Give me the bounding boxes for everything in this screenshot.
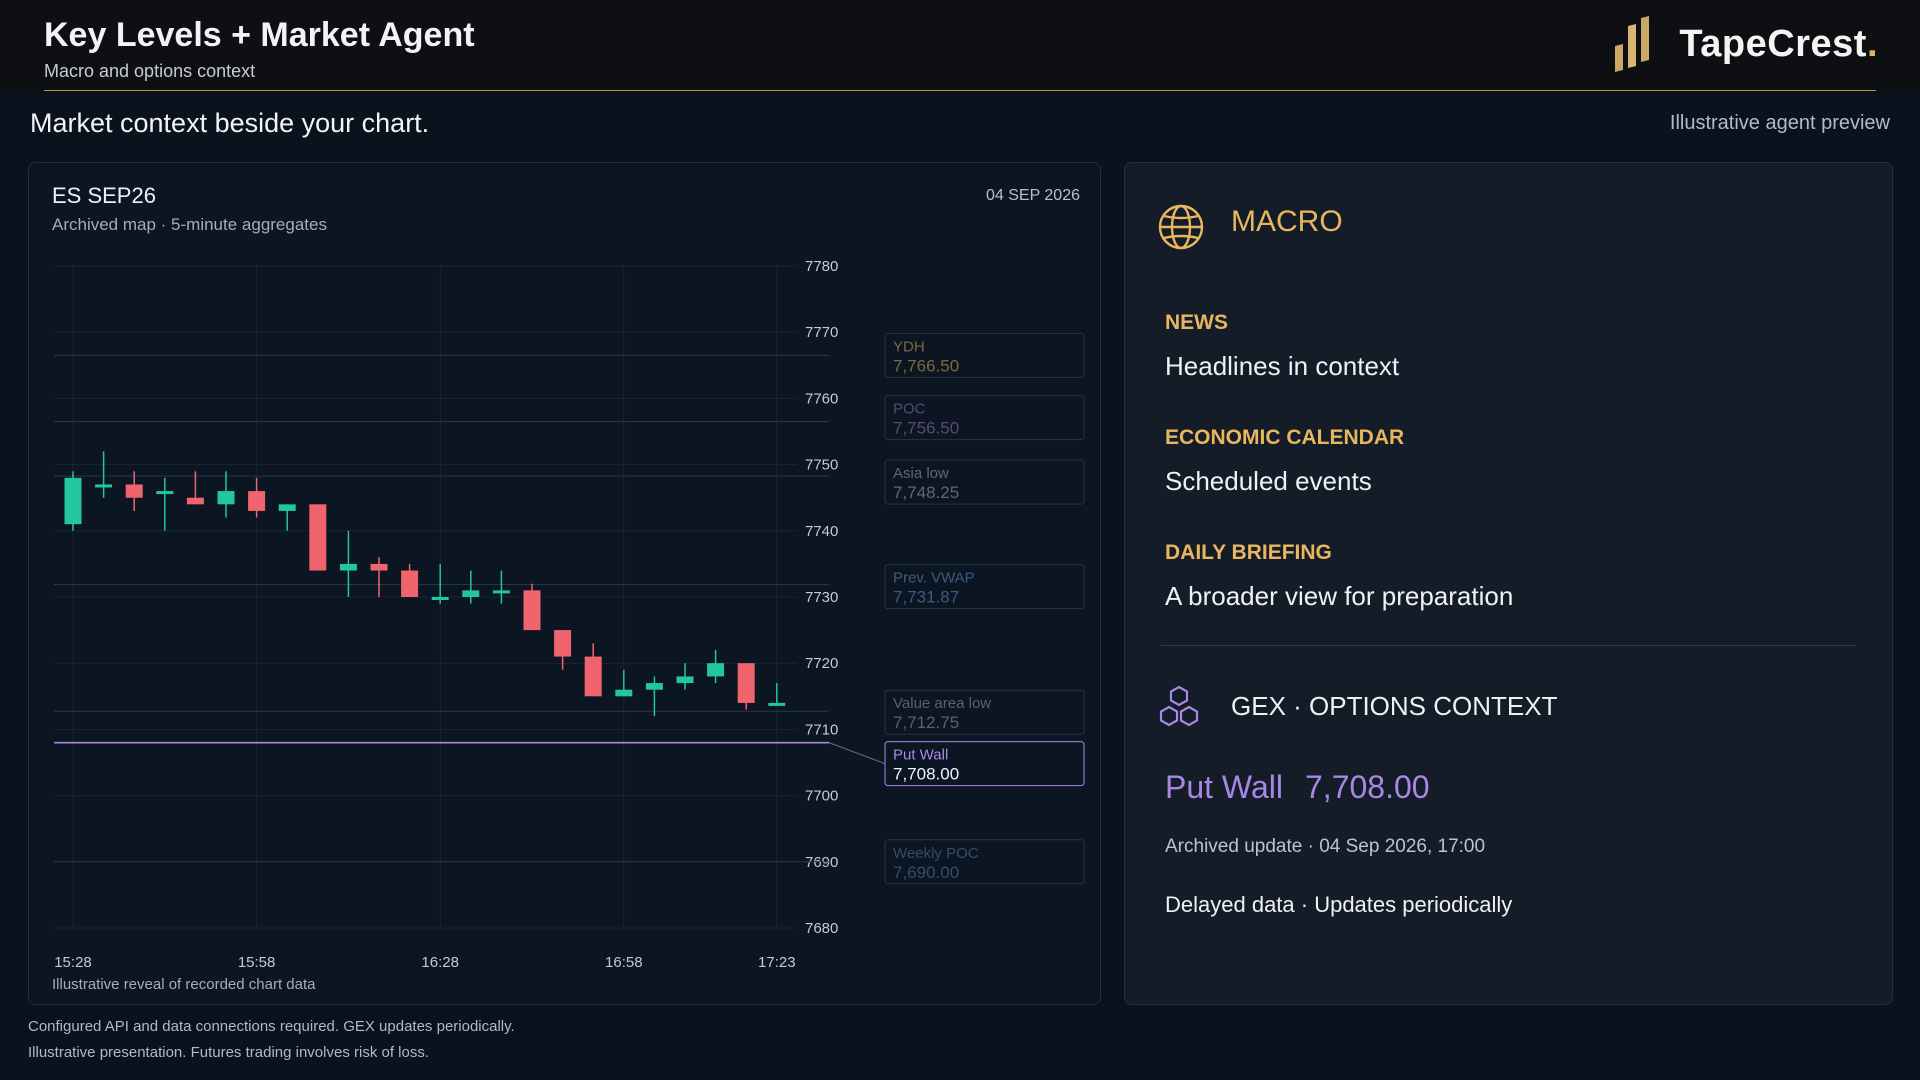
level-value: 7,766.50 (893, 356, 959, 375)
candle-body (492, 590, 510, 594)
level-value: 7,731.87 (893, 588, 959, 607)
candle-body (707, 663, 725, 677)
level-name: Asia low (893, 465, 949, 482)
disclaimer-line: Configured API and data connections requ… (28, 1018, 515, 1035)
level-label-box (884, 741, 1085, 787)
level-name: Weekly POC (893, 845, 979, 862)
candle-body (370, 563, 388, 571)
brand-dot: . (1866, 22, 1878, 65)
candle-body (125, 484, 143, 498)
disclaimer-line: Illustrative presentation. Futures tradi… (28, 1044, 430, 1061)
economic-calendar-label: ECONOMIC CALENDAR (1165, 426, 1405, 449)
level-label-box (884, 459, 1085, 505)
candle-body (64, 477, 82, 525)
macro-panel: MACRO NEWS Headlines in context ECONOMIC… (1124, 162, 1893, 1005)
x-tick-label: 16:28 (421, 954, 459, 971)
level-label-box (884, 564, 1085, 610)
chart-panel: ES SEP26 04 SEP 2026 Archived map · 5-mi… (28, 162, 1101, 1005)
level-name: POC (893, 401, 926, 418)
chart-caption: Illustrative reveal of recorded chart da… (52, 976, 316, 993)
put-wall-label: Put Wall (1165, 769, 1283, 805)
y-tick-label: 7750 (805, 457, 838, 474)
level-value: 7,708.00 (893, 765, 959, 784)
y-tick-label: 7680 (805, 920, 838, 937)
level-label-box (884, 395, 1085, 441)
candle-body (248, 491, 266, 511)
candle-body (339, 563, 357, 571)
x-tick-label: 17:23 (758, 954, 796, 971)
delayed-data-note: Delayed data · Updates periodically (1165, 892, 1513, 917)
news-label: NEWS (1165, 311, 1228, 334)
level-name: Value area low (893, 695, 991, 712)
candle-body (554, 630, 572, 657)
preview-note: Illustrative agent preview (1669, 112, 1890, 134)
daily-briefing-text: A broader view for preparation (1165, 581, 1514, 611)
news-text: Headlines in context (1165, 351, 1400, 381)
level-name: Prev. VWAP (893, 570, 975, 587)
tagline: Market context beside your chart. (30, 108, 430, 138)
level-value: 7,712.75 (893, 713, 959, 732)
chart-symbol: ES SEP26 (52, 183, 156, 208)
y-tick-label: 7780 (805, 258, 838, 275)
candle-body (217, 491, 235, 505)
candle-body (615, 689, 633, 697)
y-tick-label: 7740 (805, 523, 838, 540)
x-tick-label: 15:58 (238, 954, 276, 971)
level-value: 7,690.00 (893, 863, 959, 882)
globe-icon (1158, 204, 1204, 250)
x-tick-label: 15:28 (54, 954, 92, 971)
y-tick-label: 7770 (805, 324, 838, 341)
candle-body (768, 702, 786, 706)
bar-logo-icon (1615, 16, 1650, 72)
y-tick-label: 7730 (805, 589, 838, 606)
level-label-box (884, 839, 1085, 885)
economic-calendar-text: Scheduled events (1165, 466, 1372, 496)
page-subtitle: Macro and options context (44, 61, 256, 81)
candle-body (676, 676, 694, 684)
y-tick-label: 7760 (805, 390, 838, 407)
daily-briefing-label: DAILY BRIEFING (1165, 541, 1332, 564)
header-divider (44, 90, 1876, 91)
chart-description: Archived map · 5-minute aggregates (52, 215, 327, 234)
level-label-box (884, 689, 1085, 735)
candle-body (95, 484, 113, 488)
level-connector (828, 742, 886, 765)
level-value: 7,748.25 (893, 483, 959, 502)
level-label-box (884, 332, 1085, 378)
level-name: Put Wall (893, 747, 948, 764)
macro-divider (1161, 645, 1856, 646)
candle-body (462, 590, 480, 597)
y-tick-label: 7720 (805, 655, 838, 672)
candle-body (156, 491, 174, 495)
brand: TapeCrest. (1613, 14, 1878, 74)
candle-body (584, 656, 602, 697)
top-bar: Key Levels + Market Agent Macro and opti… (0, 0, 1920, 92)
candle-body (645, 683, 663, 690)
archived-update: Archived update · 04 Sep 2026, 17:00 (1165, 836, 1486, 857)
page-title: Key Levels + Market Agent (44, 16, 475, 54)
put-wall-value: 7,708.00 (1305, 769, 1430, 805)
candle-body (186, 497, 204, 505)
chart-date: 04 SEP 2026 (985, 187, 1080, 204)
level-value: 7,756.50 (893, 419, 959, 438)
x-tick-label: 16:58 (605, 954, 643, 971)
candle-body (309, 504, 327, 571)
candle-body (431, 597, 449, 600)
candle-body (401, 570, 419, 597)
candle-body (737, 663, 755, 703)
gex-title: GEX · OPTIONS CONTEXT (1231, 691, 1558, 721)
candle-body (278, 504, 296, 511)
brand-name: TapeCrest. (1679, 22, 1878, 65)
y-tick-label: 7700 (805, 788, 838, 805)
candle-body (523, 590, 541, 631)
hexagon-cluster-icon (1159, 685, 1199, 727)
candlestick-chart[interactable]: 7780777077607750774077307720771077007690… (29, 163, 1102, 1006)
level-name: YDH (893, 338, 925, 355)
macro-title: MACRO (1231, 205, 1343, 238)
y-tick-label: 7710 (805, 721, 838, 738)
